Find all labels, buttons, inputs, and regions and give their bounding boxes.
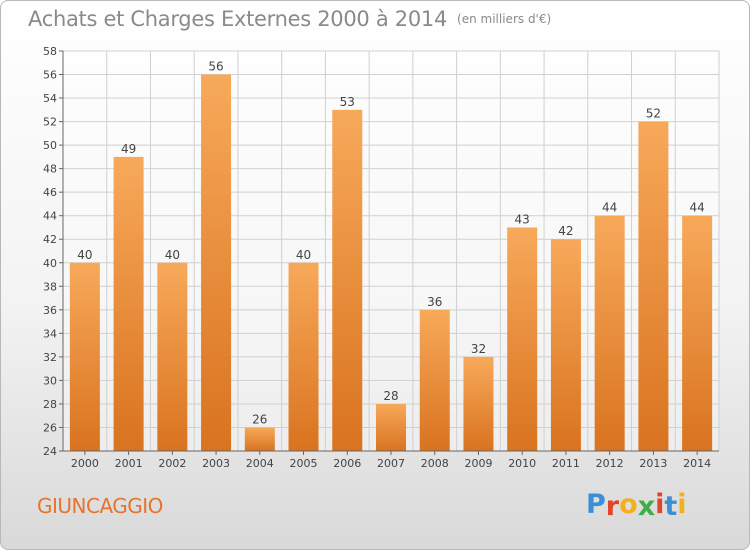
data-label-2013: 52 bbox=[646, 107, 661, 121]
bar-2008 bbox=[419, 309, 450, 451]
chart-title: Achats et Charges Externes 2000 à 2014 (e… bbox=[28, 7, 551, 31]
y-tick-label: 48 bbox=[43, 163, 57, 176]
chart-title-text: Achats et Charges Externes 2000 à 2014 bbox=[28, 7, 448, 31]
logo-letter: r bbox=[605, 491, 620, 522]
y-tick-label: 44 bbox=[43, 210, 57, 223]
data-label-2005: 40 bbox=[296, 248, 311, 262]
commune-name: GIUNCAGGIO bbox=[37, 494, 163, 518]
data-labels: 40 49 40 56 26 40 53 28 36 32 43 42 44 52 44 bbox=[77, 60, 705, 427]
x-tick-label: 2001 bbox=[115, 457, 143, 470]
bar-2002 bbox=[157, 262, 188, 451]
x-tick-label: 2010 bbox=[508, 457, 536, 470]
x-tick-label: 2000 bbox=[71, 457, 99, 470]
logo-letter: x bbox=[637, 491, 656, 522]
bar-2007 bbox=[376, 403, 406, 451]
logo-letter: o bbox=[619, 489, 638, 520]
data-label-2007: 28 bbox=[383, 389, 398, 403]
x-tick-label: 2009 bbox=[464, 457, 492, 470]
x-tick-label: 2008 bbox=[421, 457, 449, 470]
x-tick-label: 2013 bbox=[639, 457, 667, 470]
data-label-2009: 32 bbox=[471, 342, 486, 356]
data-label-2011: 42 bbox=[558, 224, 573, 238]
logo-letter: i bbox=[677, 489, 687, 520]
data-label-2001: 49 bbox=[121, 142, 136, 156]
bar-2013 bbox=[638, 121, 669, 452]
x-tick-label: 2014 bbox=[683, 457, 711, 470]
bar-2000 bbox=[69, 262, 100, 451]
y-tick-label: 34 bbox=[43, 327, 57, 340]
y-tick-label: 38 bbox=[43, 280, 57, 293]
y-tick-label: 50 bbox=[43, 139, 57, 152]
x-tick-label: 2003 bbox=[202, 457, 230, 470]
data-label-2010: 43 bbox=[515, 212, 530, 226]
bar-2006 bbox=[332, 109, 363, 451]
y-tick-label: 58 bbox=[43, 45, 57, 58]
x-tick-label: 2004 bbox=[246, 457, 274, 470]
axes: 24 26 28 30 32 34 36 38 40 42 44 46 48 50 52 54 56 58 2000… bbox=[43, 45, 719, 470]
y-tick-label: 40 bbox=[43, 257, 57, 270]
data-label-2003: 56 bbox=[208, 60, 223, 74]
x-tick-label: 2007 bbox=[377, 457, 405, 470]
chart-subtitle: (en milliers d'€) bbox=[457, 12, 552, 26]
bar-2012 bbox=[594, 215, 625, 451]
x-tick-label: 2012 bbox=[596, 457, 624, 470]
y-tick-label: 24 bbox=[43, 445, 57, 458]
x-tick-label: 2011 bbox=[552, 457, 580, 470]
data-label-2006: 53 bbox=[340, 95, 355, 109]
y-tick-label: 46 bbox=[43, 186, 57, 199]
data-label-2014: 44 bbox=[689, 201, 704, 215]
y-tick-label: 32 bbox=[43, 351, 57, 364]
logo-letter: i bbox=[655, 489, 665, 520]
data-label-2004: 26 bbox=[252, 412, 267, 426]
y-tick-label: 52 bbox=[43, 116, 57, 129]
y-tick-label: 36 bbox=[43, 304, 57, 317]
y-tick-label: 54 bbox=[43, 92, 57, 105]
bar-2001 bbox=[113, 156, 144, 451]
x-tick-label: 2006 bbox=[333, 457, 361, 470]
data-label-2002: 40 bbox=[165, 248, 180, 262]
y-tick-label: 26 bbox=[43, 421, 57, 434]
data-label-2000: 40 bbox=[77, 248, 92, 262]
bar-2004 bbox=[244, 427, 275, 451]
bar-2003 bbox=[201, 74, 232, 451]
bar-2009 bbox=[463, 356, 494, 451]
bars bbox=[69, 74, 713, 452]
bar-2010 bbox=[507, 227, 538, 451]
proxiti-logo: Proxiti bbox=[586, 489, 687, 522]
y-tick-label: 28 bbox=[43, 398, 57, 411]
y-tick-label: 30 bbox=[43, 374, 57, 387]
data-label-2008: 36 bbox=[427, 295, 442, 309]
bar-2005 bbox=[288, 262, 319, 451]
x-tick-label: 2002 bbox=[158, 457, 186, 470]
bar-2011 bbox=[550, 239, 581, 451]
y-tick-label: 56 bbox=[43, 69, 57, 82]
logo-letter: t bbox=[664, 491, 678, 522]
y-tick-label: 42 bbox=[43, 233, 57, 246]
bar-2014 bbox=[682, 215, 713, 451]
data-label-2012: 44 bbox=[602, 201, 617, 215]
x-tick-label: 2005 bbox=[290, 457, 318, 470]
logo-letter: P bbox=[586, 489, 606, 520]
